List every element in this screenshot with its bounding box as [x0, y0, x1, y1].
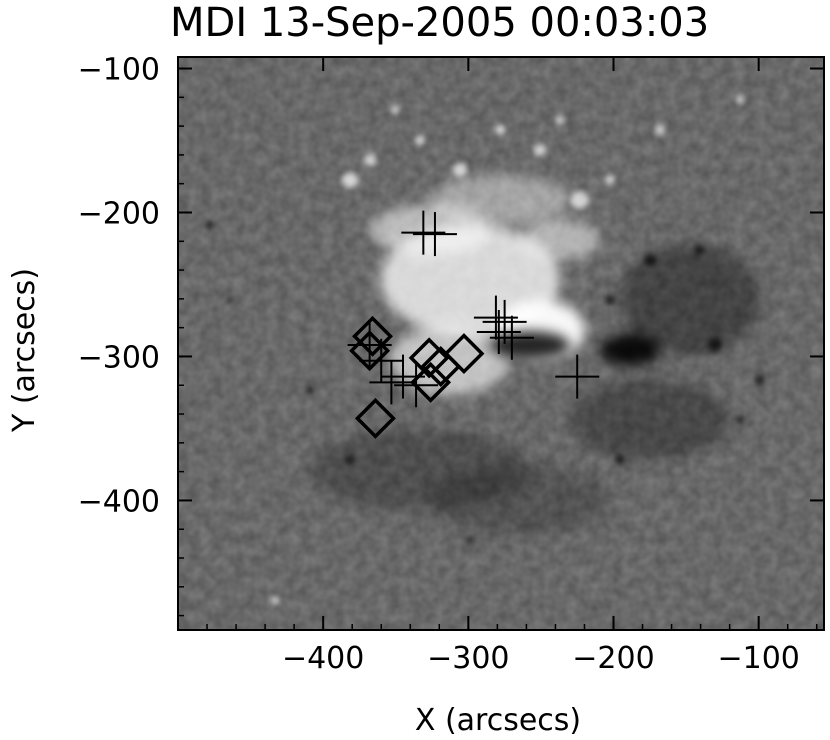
- diamond-marker: [352, 315, 394, 357]
- y-tick-label: −200: [78, 196, 160, 231]
- plus-marker: [555, 354, 600, 399]
- y-tick-label: −400: [78, 484, 160, 519]
- x-axis-ticks: −400 −300 −200 −100: [177, 57, 818, 676]
- plus-marker: [482, 299, 527, 344]
- y-tick-label: −100: [78, 53, 160, 88]
- plus-marker: [476, 309, 521, 354]
- magnetogram-image: [178, 57, 824, 630]
- y-axis-ticks: −100 −200 −300 −400: [78, 53, 824, 617]
- plus-marker: [401, 210, 446, 255]
- diamond-marker: [354, 397, 396, 439]
- plus-marker: [369, 360, 414, 405]
- plus-marker: [489, 315, 534, 360]
- plot-frame: [177, 56, 825, 631]
- diamond-marker: [349, 330, 391, 372]
- diamond-marker: [443, 333, 485, 375]
- diamond-marker: [410, 361, 452, 403]
- x-tick-label: −100: [717, 641, 799, 676]
- x-tick-label: −300: [427, 641, 509, 676]
- y-tick-label: −300: [78, 340, 160, 375]
- marker-layer: [347, 210, 600, 439]
- y-axis-label: Y (arcsecs): [7, 268, 42, 433]
- plus-marker: [412, 212, 457, 257]
- x-tick-label: −200: [572, 641, 654, 676]
- x-axis-label: X (arcsecs): [415, 703, 581, 738]
- diamond-marker: [408, 337, 450, 379]
- chart-title: MDI 13-Sep-2005 00:03:03: [170, 0, 709, 46]
- x-tick-label: −400: [282, 641, 364, 676]
